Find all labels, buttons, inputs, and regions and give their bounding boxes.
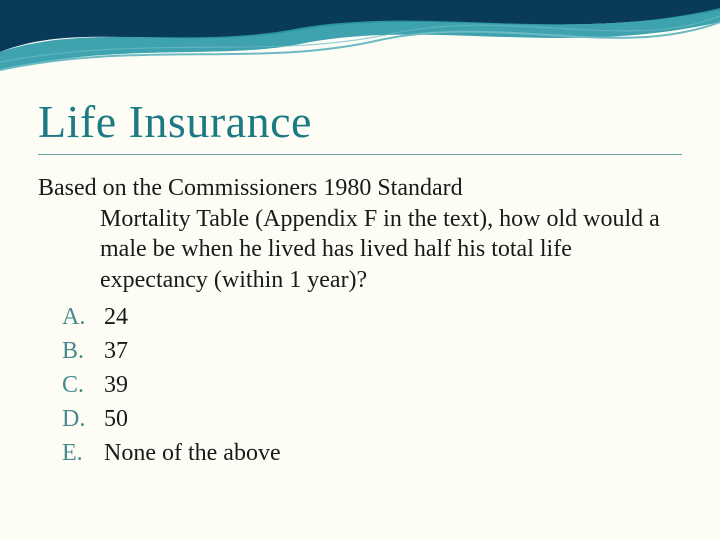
choice-letter: C. — [62, 368, 104, 402]
choice-letter: B. — [62, 334, 104, 368]
choice-text: None of the above — [104, 436, 281, 470]
answer-choices: A. 24 B. 37 C. 39 D. 50 E. None of the a… — [38, 300, 682, 470]
title-underline — [38, 154, 682, 155]
question-line-2: Mortality Table (Appendix F in the text)… — [38, 204, 682, 296]
question-line-1: Based on the Commissioners 1980 Standard — [38, 175, 463, 201]
choice-d: D. 50 — [62, 402, 682, 436]
choice-letter: E. — [62, 436, 104, 470]
choice-text: 24 — [104, 300, 128, 334]
choice-text: 37 — [104, 334, 128, 368]
choice-text: 50 — [104, 402, 128, 436]
choice-text: 39 — [104, 368, 128, 402]
choice-e: E. None of the above — [62, 436, 682, 470]
choice-c: C. 39 — [62, 368, 682, 402]
choice-b: B. 37 — [62, 334, 682, 368]
slide-title: Life Insurance — [38, 95, 682, 148]
decorative-swoosh — [0, 0, 720, 90]
slide-content: Life Insurance Based on the Commissioner… — [38, 95, 682, 470]
choice-letter: A. — [62, 300, 104, 334]
question-text: Based on the Commissioners 1980 Standard… — [38, 173, 682, 296]
choice-a: A. 24 — [62, 300, 682, 334]
choice-letter: D. — [62, 402, 104, 436]
